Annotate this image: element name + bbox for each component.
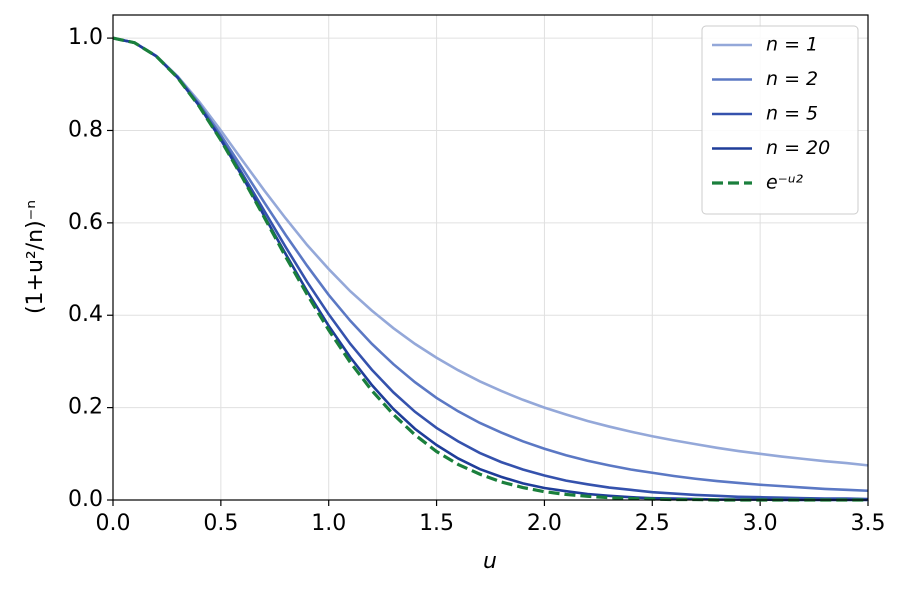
y-tick-label: 0.4 xyxy=(68,302,103,327)
x-tick-label: 2.0 xyxy=(527,511,562,536)
x-tick-label: 1.0 xyxy=(311,511,346,536)
y-tick-label: 0.0 xyxy=(68,487,103,512)
line-series xyxy=(112,36,869,493)
legend-label: n = 2 xyxy=(766,68,818,90)
x-tick-label: 0.0 xyxy=(96,511,131,536)
line-series xyxy=(112,36,869,467)
x-tick-label: 3.0 xyxy=(743,511,778,536)
y-axis-label: (1+u²/n)⁻ⁿ xyxy=(23,200,48,314)
y-tick-label: 1.0 xyxy=(68,25,103,50)
plot-frame xyxy=(112,14,869,501)
legend-label: n = 1 xyxy=(766,34,818,56)
legend-box xyxy=(701,25,859,215)
legend: n = 1 n = 2 n = 5 n = 20 e⁻ᵘ² xyxy=(701,25,859,215)
y-tick-label: 0.8 xyxy=(68,117,103,142)
x-tick-label: 2.5 xyxy=(635,511,670,536)
y-tick-label: 0.2 xyxy=(68,395,103,420)
x-tick-label: 3.5 xyxy=(851,511,886,536)
y-tick-label: 0.6 xyxy=(68,210,103,235)
x-tick-label: 0.5 xyxy=(203,511,238,536)
legend-label: e⁻ᵘ² xyxy=(766,172,803,194)
legend-label: n = 5 xyxy=(766,103,818,125)
x-tick-label: 1.5 xyxy=(419,511,454,536)
x-axis-label: u xyxy=(483,549,497,574)
legend-label: n = 20 xyxy=(766,137,830,159)
